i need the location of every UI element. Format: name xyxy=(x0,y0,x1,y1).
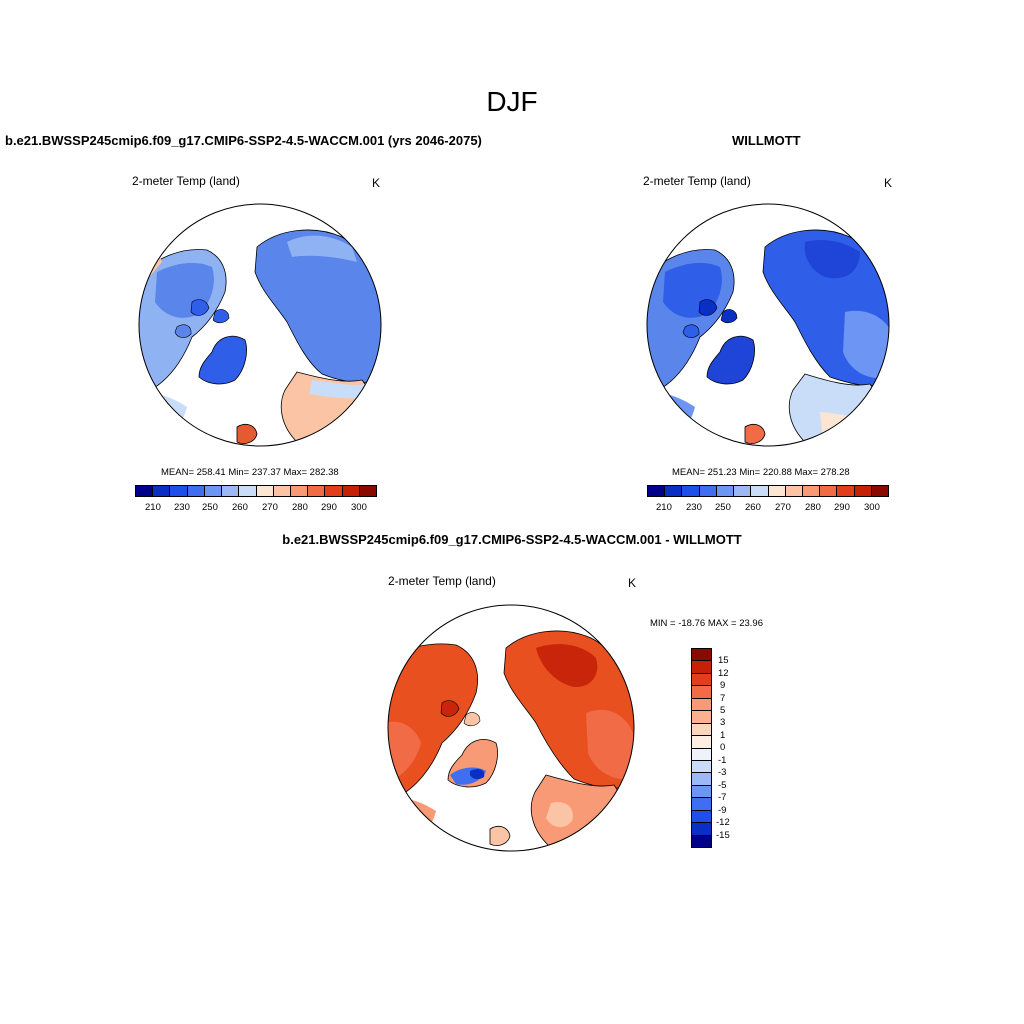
colorbar-tick-label: 230 xyxy=(174,502,190,513)
colorbar-tick-label: 260 xyxy=(745,502,761,513)
colorbar-segment xyxy=(692,748,711,761)
colorbar-tick-label: 290 xyxy=(321,502,337,513)
colorbar-tick-label: -15 xyxy=(716,830,730,841)
colorbar-segment xyxy=(692,711,711,724)
colorbar-segment xyxy=(692,723,711,737)
colorbar-tick-label: 270 xyxy=(775,502,791,513)
colorbar-segment xyxy=(692,810,711,824)
panel-3-variable-label: 2-meter Temp (land) xyxy=(388,574,496,588)
colorbar-segment xyxy=(682,486,700,496)
colorbar-tick-label: 15 xyxy=(718,655,729,666)
colorbar-segment xyxy=(692,686,711,699)
colorbar-segment xyxy=(136,486,154,496)
colorbar-segment xyxy=(239,486,257,496)
colorbar-tick-label: 280 xyxy=(292,502,308,513)
panel-3-title: b.e21.BWSSP245cmip6.f09_g17.CMIP6-SSP2-4… xyxy=(282,532,742,547)
colorbar-segment xyxy=(153,486,171,496)
colorbar-segment xyxy=(665,486,683,496)
colorbar-segment xyxy=(692,649,711,662)
colorbar-tick-label: 250 xyxy=(202,502,218,513)
panel-2-variable-label: 2-meter Temp (land) xyxy=(643,174,751,188)
panel-1-polar-map xyxy=(138,203,382,447)
colorbar-tick-label: -1 xyxy=(718,755,727,766)
colorbar-segment xyxy=(648,486,666,496)
panel-1-variable-label: 2-meter Temp (land) xyxy=(132,174,240,188)
colorbar-segment xyxy=(854,486,872,496)
colorbar-segment xyxy=(290,486,309,496)
colorbar-tick-label: 290 xyxy=(834,502,850,513)
colorbar-segment xyxy=(820,486,838,496)
colorbar-tick-label: 300 xyxy=(864,502,880,513)
colorbar-segment xyxy=(837,486,855,496)
colorbar-segment xyxy=(692,760,711,774)
colorbar-segment xyxy=(716,486,735,496)
colorbar-segment xyxy=(692,661,711,674)
colorbar-tick-label: 5 xyxy=(720,705,726,716)
panel-3-colorbar xyxy=(691,648,712,848)
colorbar-tick-label: 300 xyxy=(351,502,367,513)
colorbar-segment xyxy=(222,486,240,496)
colorbar-tick-label: 230 xyxy=(686,502,702,513)
colorbar-tick-label: 12 xyxy=(718,668,729,679)
panel-3-polar-map xyxy=(387,604,635,852)
colorbar-tick-label: -9 xyxy=(718,805,727,816)
colorbar-segment xyxy=(751,486,769,496)
figure-title: DJF xyxy=(486,86,538,117)
colorbar-tick-label: -12 xyxy=(716,817,730,828)
panel-1-colorbar xyxy=(135,485,377,497)
colorbar-segment xyxy=(187,486,205,496)
colorbar-segment xyxy=(308,486,326,496)
panel-2-stats: MEAN= 251.23 Min= 220.88 Max= 278.28 xyxy=(672,467,850,478)
panel-3-stats: MIN = -18.76 MAX = 23.96 xyxy=(650,618,764,629)
colorbar-tick-label: 9 xyxy=(720,680,726,691)
colorbar-tick-label: 3 xyxy=(720,717,726,728)
colorbar-segment xyxy=(342,486,360,496)
colorbar-tick-label: -7 xyxy=(718,792,727,803)
colorbar-segment xyxy=(692,773,711,786)
panel-2-units-label: K xyxy=(884,176,893,190)
colorbar-segment xyxy=(204,486,223,496)
panel-2-polar-map xyxy=(646,203,890,447)
panel-3-units-label: K xyxy=(628,576,637,590)
colorbar-segment xyxy=(692,785,711,799)
colorbar-segment xyxy=(170,486,188,496)
colorbar-segment xyxy=(692,673,711,687)
colorbar-tick-label: -5 xyxy=(718,780,727,791)
panel-1-units-label: K xyxy=(372,176,381,190)
colorbar-segment xyxy=(692,835,711,847)
colorbar-segment xyxy=(325,486,343,496)
colorbar-segment xyxy=(871,486,889,496)
panel-1-stats: MEAN= 258.41 Min= 237.37 Max= 282.38 xyxy=(161,467,339,478)
colorbar-tick-label: 1 xyxy=(720,730,726,741)
colorbar-tick-label: 210 xyxy=(145,502,161,513)
colorbar-tick-label: -3 xyxy=(718,767,727,778)
colorbar-segment xyxy=(734,486,752,496)
colorbar-segment xyxy=(273,486,291,496)
colorbar-tick-label: 280 xyxy=(805,502,821,513)
colorbar-tick-label: 270 xyxy=(262,502,278,513)
colorbar-segment xyxy=(359,486,377,496)
colorbar-tick-label: 0 xyxy=(720,742,726,753)
colorbar-segment xyxy=(785,486,803,496)
colorbar-segment xyxy=(768,486,786,496)
panel-1-title: b.e21.BWSSP245cmip6.f09_g17.CMIP6-SSP2-4… xyxy=(5,133,482,148)
colorbar-tick-label: 260 xyxy=(232,502,248,513)
panel-2-colorbar xyxy=(647,485,889,497)
colorbar-segment xyxy=(692,736,711,749)
colorbar-segment xyxy=(692,798,711,811)
colorbar-tick-label: 250 xyxy=(715,502,731,513)
colorbar-segment xyxy=(256,486,274,496)
colorbar-segment xyxy=(692,823,711,836)
colorbar-segment xyxy=(692,698,711,712)
colorbar-tick-label: 7 xyxy=(720,693,726,704)
colorbar-tick-label: 210 xyxy=(656,502,672,513)
colorbar-segment xyxy=(802,486,821,496)
colorbar-segment xyxy=(699,486,717,496)
panel-2-title: WILLMOTT xyxy=(732,133,801,148)
